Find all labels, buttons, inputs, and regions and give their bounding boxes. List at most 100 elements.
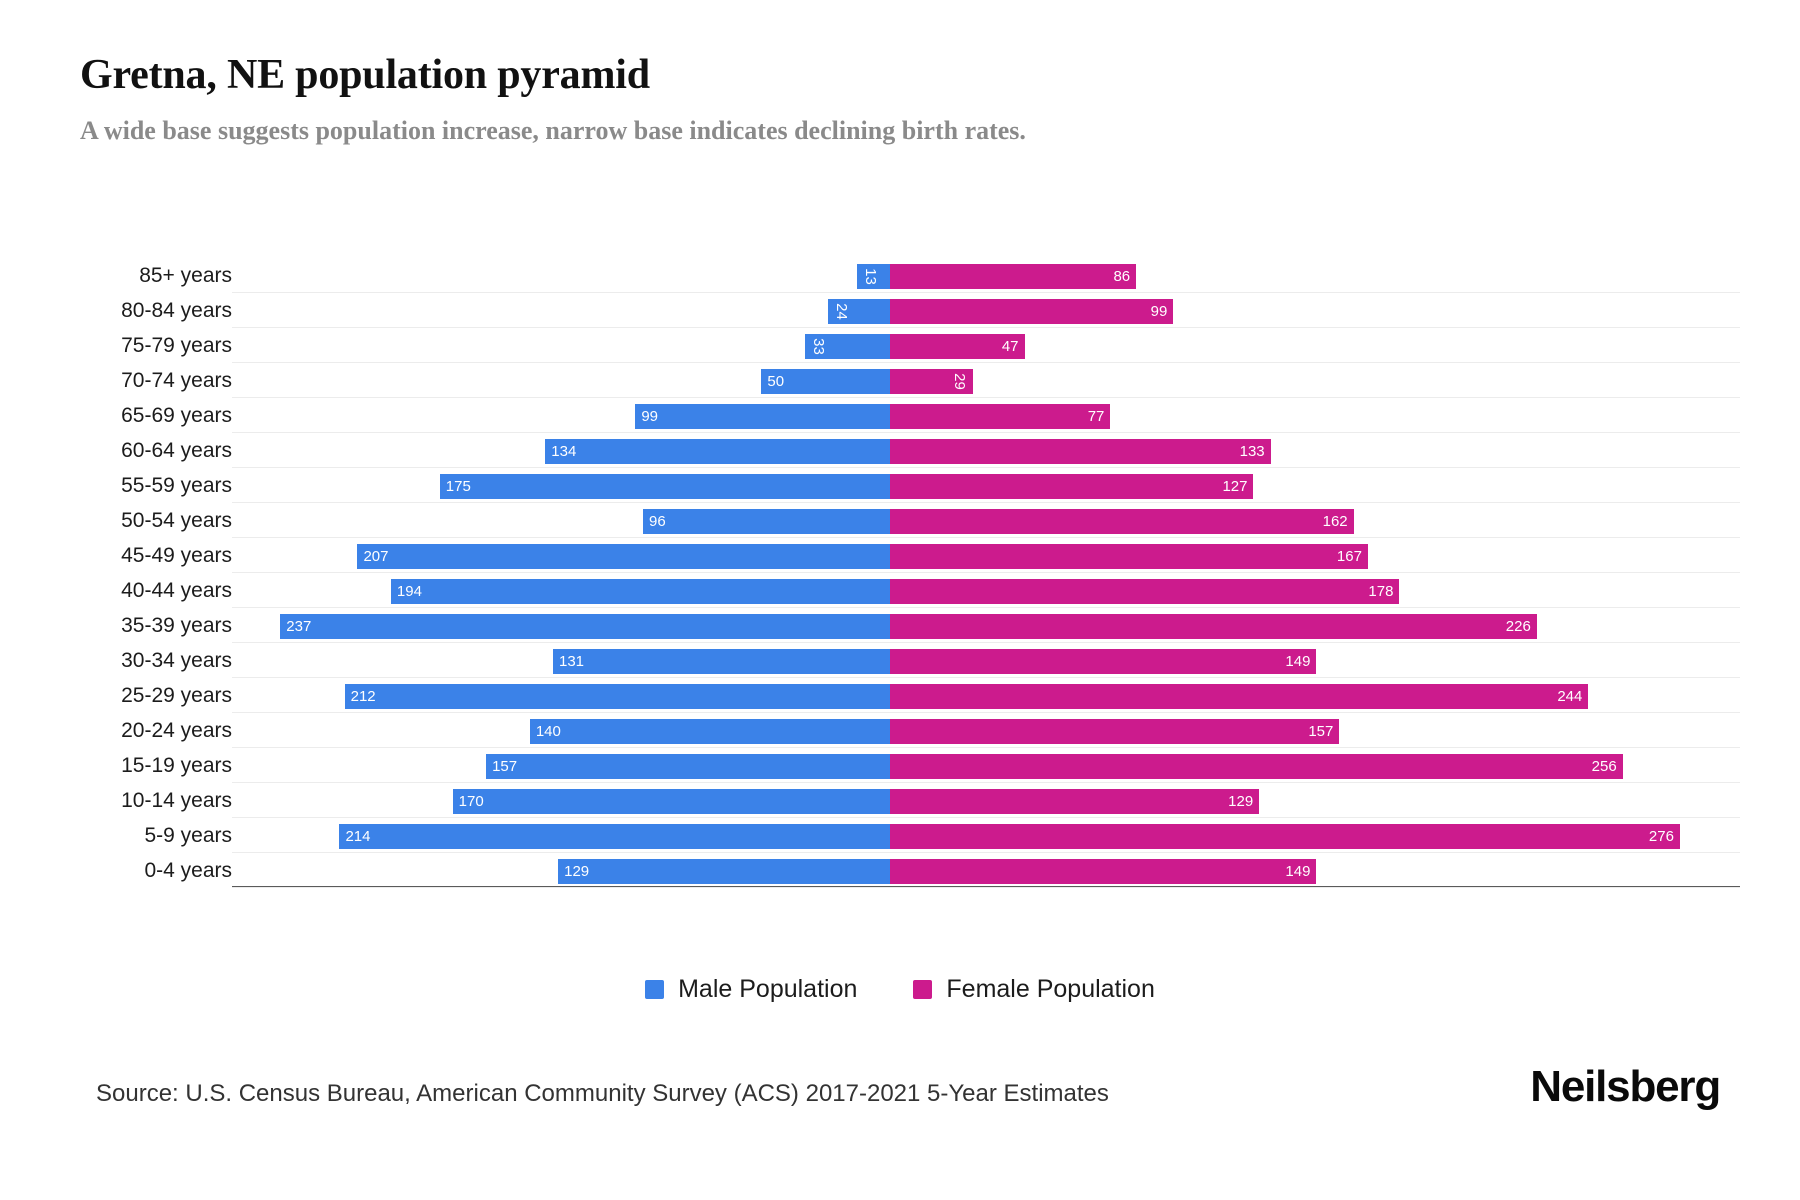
pyramid-row: 129 149 xyxy=(232,856,1740,886)
female-bar[interactable]: 77 xyxy=(890,403,1111,429)
legend-label-female: Female Population xyxy=(946,975,1155,1003)
female-bar-value: 29 xyxy=(951,372,968,390)
female-bar[interactable]: 256 xyxy=(890,753,1623,779)
gridline xyxy=(232,327,1740,328)
male-bar[interactable]: 237 xyxy=(280,613,890,639)
female-bar[interactable]: 99 xyxy=(890,298,1174,324)
y-axis-label: 25-29 years xyxy=(121,683,232,707)
male-bar-value: 99 xyxy=(641,407,658,425)
male-bar[interactable]: 50 xyxy=(761,368,890,394)
gridline xyxy=(232,887,1740,888)
female-bar-value: 86 xyxy=(1113,267,1131,285)
female-bar[interactable]: 244 xyxy=(890,683,1589,709)
gridline xyxy=(232,397,1740,398)
male-bar[interactable]: 131 xyxy=(552,648,890,674)
female-bar-value: 276 xyxy=(1648,827,1674,845)
gridline xyxy=(232,712,1740,713)
male-bar[interactable]: 214 xyxy=(339,823,890,849)
male-bar-value: 50 xyxy=(767,372,785,390)
female-bar-value: 129 xyxy=(1228,792,1254,810)
pyramid-row: 170 129 xyxy=(232,786,1740,816)
female-bar[interactable]: 127 xyxy=(890,473,1254,499)
male-bar-value: 140 xyxy=(535,722,561,740)
male-bar[interactable]: 99 xyxy=(635,403,890,429)
y-axis-label: 60-64 years xyxy=(121,438,232,462)
male-bar-value: 175 xyxy=(445,477,471,495)
legend-item-male[interactable]: Male Population xyxy=(645,975,857,1004)
male-bar[interactable]: 170 xyxy=(452,788,890,814)
male-bar[interactable]: 96 xyxy=(643,508,890,534)
male-bar-value: 212 xyxy=(350,687,376,705)
female-bar[interactable]: 149 xyxy=(890,648,1317,674)
gridline xyxy=(232,642,1740,643)
male-bar[interactable]: 207 xyxy=(357,543,890,569)
y-axis-labels: 85+ years 80-84 years 75-79 years 70-74 yea… xyxy=(80,258,232,888)
pyramid-row: 134 133 xyxy=(232,436,1740,466)
female-bar-value: 133 xyxy=(1239,442,1265,460)
female-bar[interactable]: 86 xyxy=(890,263,1137,289)
pyramid-row: 237 226 xyxy=(232,611,1740,641)
male-bar-value: 157 xyxy=(492,757,518,775)
male-bar-value: 194 xyxy=(396,582,422,600)
male-bar[interactable]: 134 xyxy=(545,438,890,464)
female-bar[interactable]: 226 xyxy=(890,613,1537,639)
male-bar[interactable]: 157 xyxy=(486,753,890,779)
male-bar-value: 33 xyxy=(810,337,828,355)
male-bar-value: 170 xyxy=(458,792,484,810)
female-bar-value: 149 xyxy=(1285,652,1311,670)
female-bar[interactable]: 162 xyxy=(890,508,1354,534)
male-bar-value: 129 xyxy=(564,862,590,880)
female-bar[interactable]: 178 xyxy=(890,578,1400,604)
male-bar[interactable]: 33 xyxy=(805,333,890,359)
source-note: Source: U.S. Census Bureau, American Com… xyxy=(96,1080,1109,1107)
male-color-swatch xyxy=(645,980,665,999)
brand-logo: Neilsberg xyxy=(1530,1062,1721,1111)
y-axis-label: 20-24 years xyxy=(121,718,232,742)
male-bar[interactable]: 175 xyxy=(439,473,890,499)
male-bar-value: 96 xyxy=(649,512,666,530)
male-bar[interactable]: 24 xyxy=(828,298,890,324)
y-axis-label: 35-39 years xyxy=(121,613,232,637)
female-bar[interactable]: 47 xyxy=(890,333,1025,359)
female-bar-value: 256 xyxy=(1591,757,1617,775)
pyramid-row: 131 149 xyxy=(232,646,1740,676)
male-bar[interactable]: 194 xyxy=(390,578,890,604)
y-axis-label: 70-74 years xyxy=(121,368,232,392)
female-bar-value: 149 xyxy=(1285,862,1311,880)
male-bar[interactable]: 13 xyxy=(856,263,890,289)
y-axis-label: 50-54 years xyxy=(121,508,232,532)
female-bar-value: 162 xyxy=(1322,512,1348,530)
y-axis-label: 10-14 years xyxy=(121,788,232,812)
legend-item-female[interactable]: Female Population xyxy=(913,975,1155,1004)
pyramid-row: 140 157 xyxy=(232,716,1740,746)
female-bar[interactable]: 149 xyxy=(890,858,1317,884)
pyramid-row: 157 256 xyxy=(232,751,1740,781)
pyramid-row: 212 244 xyxy=(232,681,1740,711)
pyramid-row: 50 29 xyxy=(232,366,1740,396)
y-axis-label: 15-19 years xyxy=(121,753,232,777)
female-bar[interactable]: 276 xyxy=(890,823,1680,849)
chart-footer: Source: U.S. Census Bureau, American Com… xyxy=(0,1062,1800,1140)
male-bar[interactable]: 212 xyxy=(344,683,890,709)
gridline xyxy=(232,362,1740,363)
female-bar-value: 157 xyxy=(1308,722,1334,740)
y-axis-label: 65-69 years xyxy=(121,403,232,427)
male-bar-value: 207 xyxy=(363,547,389,565)
female-bar[interactable]: 133 xyxy=(890,438,1271,464)
female-bar[interactable]: 29 xyxy=(890,368,973,394)
male-bar[interactable]: 140 xyxy=(529,718,890,744)
pyramid-row: 99 77 xyxy=(232,401,1740,431)
chart-legend: Male Population Female Population xyxy=(0,975,1800,1004)
female-bar-value: 167 xyxy=(1336,547,1362,565)
gridline xyxy=(232,607,1740,608)
male-bar[interactable]: 129 xyxy=(558,858,890,884)
female-bar-value: 178 xyxy=(1368,582,1394,600)
gridline xyxy=(232,852,1740,853)
gridline xyxy=(232,432,1740,433)
female-bar[interactable]: 129 xyxy=(890,788,1260,814)
female-bar[interactable]: 167 xyxy=(890,543,1368,569)
female-bar[interactable]: 157 xyxy=(890,718,1340,744)
male-bar-value: 134 xyxy=(551,442,577,460)
female-bar-value: 226 xyxy=(1505,617,1531,635)
